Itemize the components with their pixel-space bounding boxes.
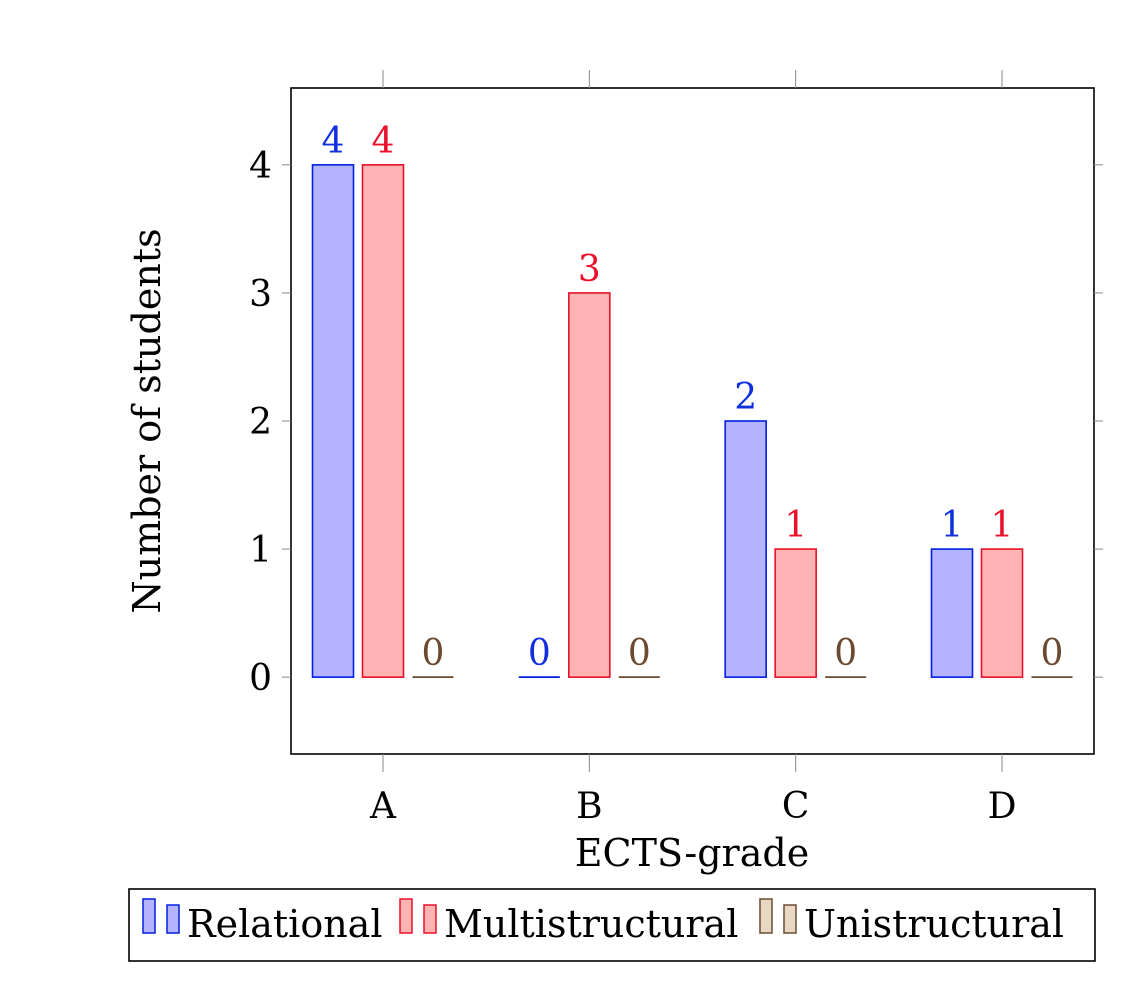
- plot-frame: [291, 88, 1094, 754]
- legend-items: Relational Multistructural Unistructural: [143, 899, 1064, 946]
- y-tick-label: 4: [249, 146, 272, 187]
- x-tick-label: A: [369, 786, 397, 827]
- bar: [363, 165, 404, 677]
- x-axis-title: ECTS-grade: [575, 831, 809, 875]
- y-tick-label: 3: [249, 274, 272, 315]
- legend-swatch-bar: [167, 905, 179, 933]
- plot-area: [291, 88, 1094, 754]
- legend-swatch-bar: [784, 905, 796, 933]
- y-tick-label: 0: [249, 658, 272, 699]
- data-label: 1: [784, 505, 807, 546]
- axis-ticks: [282, 70, 1103, 772]
- legend-label: Unistructural: [804, 902, 1064, 946]
- data-label: 4: [372, 121, 395, 162]
- bar: [725, 421, 766, 677]
- legend: Relational Multistructural Unistructural: [129, 889, 1095, 961]
- data-label: 4: [322, 121, 345, 162]
- y-axis-title: Number of students: [125, 228, 169, 613]
- legend-label: Multistructural: [444, 902, 738, 946]
- data-label: 0: [422, 633, 445, 674]
- y-tick-labels: 0 1 2 3 4: [249, 146, 272, 699]
- x-tick-label: B: [576, 786, 602, 827]
- data-label: 0: [528, 633, 551, 674]
- data-label: 2: [734, 377, 757, 418]
- x-tick-label: C: [782, 786, 810, 827]
- legend-swatch-bar: [424, 905, 436, 933]
- bars-group: [313, 165, 1073, 677]
- bar: [313, 165, 354, 677]
- bar: [932, 549, 973, 677]
- bar: [775, 549, 816, 677]
- legend-swatch-bar: [143, 899, 155, 933]
- y-tick-label: 1: [249, 530, 272, 571]
- bar: [569, 293, 610, 677]
- data-label: 1: [941, 505, 964, 546]
- bar: [982, 549, 1023, 677]
- data-label: 0: [628, 633, 651, 674]
- data-label: 3: [578, 249, 601, 290]
- legend-swatch-bar: [760, 899, 772, 933]
- data-label: 1: [991, 505, 1014, 546]
- data-label: 0: [834, 633, 857, 674]
- x-tick-label: D: [988, 786, 1017, 827]
- x-tick-labels: A B C D: [369, 786, 1016, 827]
- y-tick-label: 2: [249, 402, 272, 443]
- data-label: 0: [1041, 633, 1064, 674]
- legend-label: Relational: [187, 902, 383, 946]
- legend-swatch-bar: [400, 899, 412, 933]
